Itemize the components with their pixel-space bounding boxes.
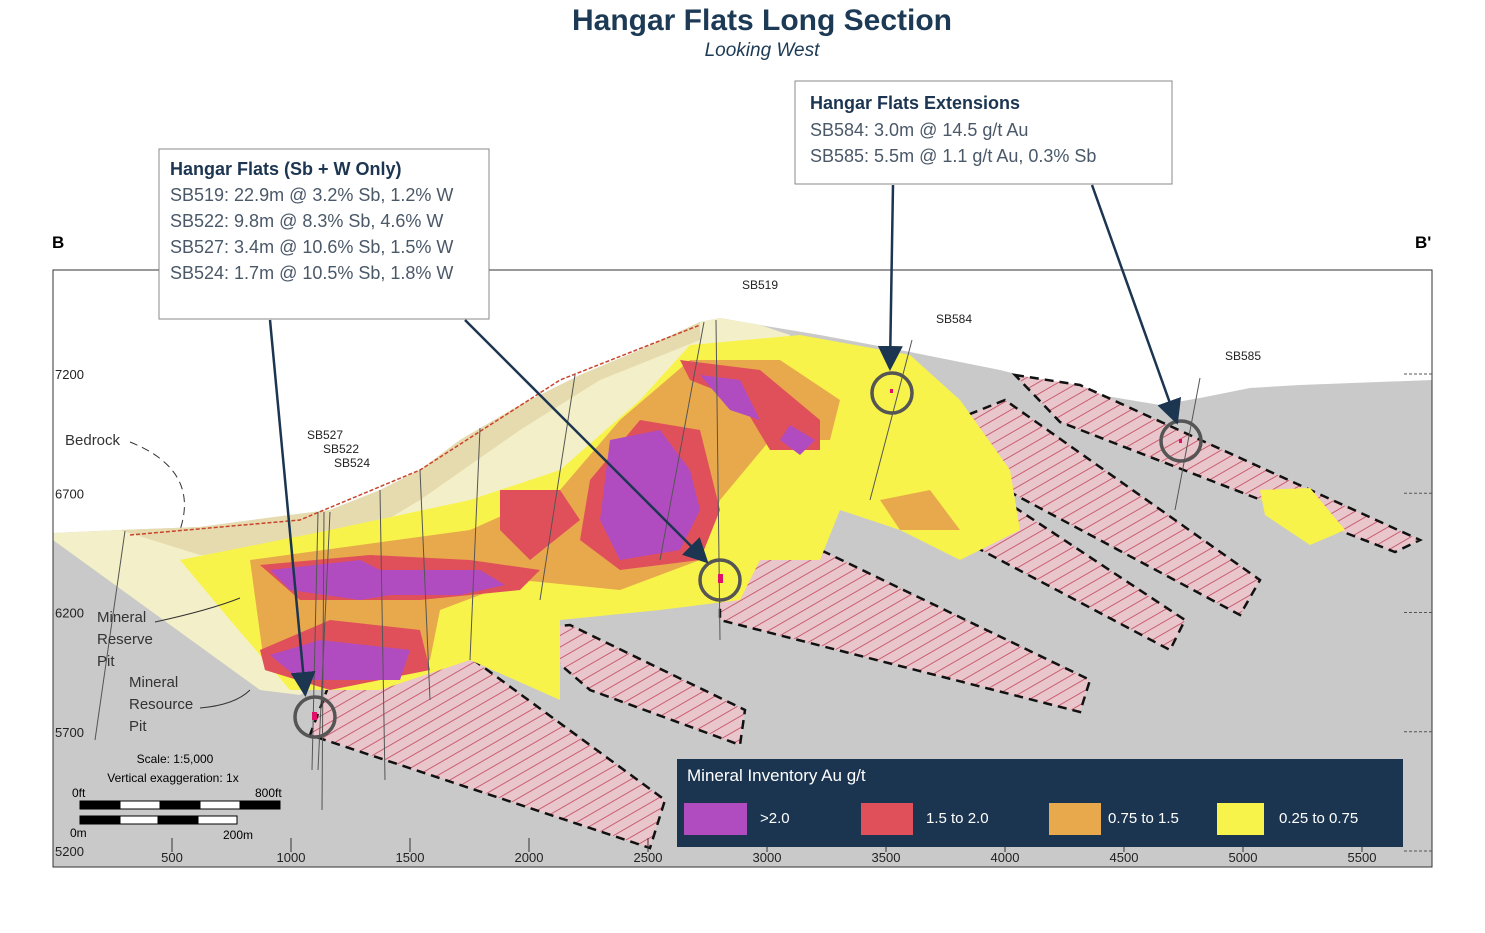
section-end: B	[52, 233, 64, 252]
elevation-label: 6200	[55, 606, 84, 621]
distance-label: 5000	[1229, 850, 1258, 865]
section-body	[53, 270, 1432, 867]
drill-hole-label: SB524	[334, 456, 370, 470]
legend-label: 0.75 to 1.5	[1108, 810, 1179, 827]
distance-label: 5500	[1348, 850, 1377, 865]
scale-label: 0m	[70, 826, 87, 840]
annotation: Reserve	[97, 631, 153, 648]
annotation: Mineral	[97, 609, 146, 626]
distance-label: 1500	[396, 850, 425, 865]
legend-swatch	[684, 803, 747, 835]
distance-label: 4000	[991, 850, 1020, 865]
callout-title: Hangar Flats Extensions	[810, 93, 1020, 113]
callout-line: SB522: 9.8m @ 8.3% Sb, 4.6% W	[170, 211, 443, 231]
legend-label: >2.0	[760, 810, 790, 827]
annotation: Pit	[97, 653, 115, 670]
drill-hole-label: SB584	[936, 312, 972, 326]
title: Hangar Flats Long Section	[572, 4, 952, 37]
legend-swatch	[861, 803, 913, 835]
subtitle: Looking West	[705, 40, 820, 61]
legend-box	[677, 759, 1403, 847]
scale-label: 800ft	[255, 786, 282, 800]
scale-ratio: Scale: 1:5,000	[137, 752, 214, 766]
legend-swatch	[1049, 803, 1101, 835]
scale-bar	[79, 800, 281, 825]
callout-line: SB519: 22.9m @ 3.2% Sb, 1.2% W	[170, 185, 453, 205]
intercept-marks	[312, 389, 1182, 720]
legend-title: Mineral Inventory Au g/t	[687, 766, 866, 785]
drill-hole-label: SB519	[742, 278, 778, 292]
section-end: B'	[1415, 233, 1431, 252]
callout-box	[158, 148, 490, 320]
frame	[52, 269, 1433, 868]
elevation-label: 5700	[55, 725, 84, 740]
distance-label: 3000	[753, 850, 782, 865]
callout-title: Hangar Flats (Sb + W Only)	[170, 159, 402, 179]
elevation-label: 7200	[55, 367, 84, 382]
scale-label: 200m	[223, 828, 253, 842]
pit-zone	[120, 322, 700, 560]
distance-label: 2500	[634, 850, 663, 865]
legend-label: 0.25 to 0.75	[1279, 810, 1358, 827]
annotation: Bedrock	[65, 432, 121, 449]
drill-hole-label: SB527	[307, 428, 343, 442]
callout-line: SB527: 3.4m @ 10.6% Sb, 1.5% W	[170, 237, 453, 257]
sky	[53, 270, 1432, 533]
drill-hole-label: SB522	[323, 442, 359, 456]
leaders	[154, 597, 251, 709]
distance-label: 500	[161, 850, 183, 865]
leader	[129, 441, 185, 531]
elevation-label: 5200	[55, 844, 84, 859]
callout-line: SB585: 5.5m @ 1.1 g/t Au, 0.3% Sb	[810, 146, 1096, 166]
callout-line: SB524: 1.7m @ 10.5% Sb, 1.8% W	[170, 263, 453, 283]
annotation: Resource	[129, 696, 193, 713]
grade-shells	[180, 335, 1345, 700]
distance-label: 2000	[515, 850, 544, 865]
annotation: Pit	[129, 718, 147, 735]
drill-traces	[94, 319, 1201, 811]
callout-box	[794, 80, 1173, 185]
legend-swatch	[1217, 803, 1264, 835]
callout-line: SB584: 3.0m @ 14.5 g/t Au	[810, 120, 1028, 140]
annotation: Mineral	[129, 674, 178, 691]
distance-label: 4500	[1110, 850, 1139, 865]
distance-label: 1000	[277, 850, 306, 865]
callout-arrows	[268, 184, 1182, 697]
legend-label: 1.5 to 2.0	[926, 810, 989, 827]
scale-exaggeration: Vertical exaggeration: 1x	[107, 771, 238, 785]
distance-label: 3500	[872, 850, 901, 865]
elevation-label: 6700	[55, 486, 84, 501]
scale-label: 0ft	[72, 786, 86, 800]
drill-hole-label: SB585	[1225, 349, 1261, 363]
